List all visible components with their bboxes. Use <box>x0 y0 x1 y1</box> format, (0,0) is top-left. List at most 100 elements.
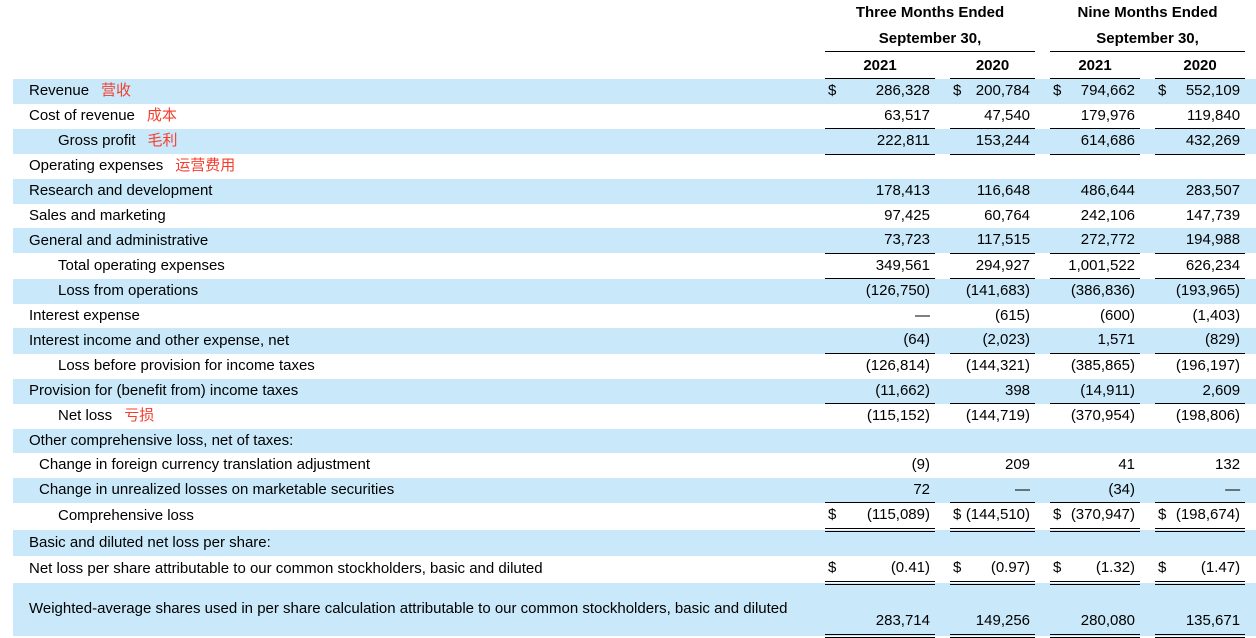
column-gap <box>1245 78 1256 104</box>
left-margin <box>0 529 13 557</box>
left-margin <box>0 179 13 204</box>
column-gap <box>1245 328 1256 354</box>
left-margin <box>0 503 13 530</box>
value-cell <box>950 529 1036 557</box>
row-label-cell: Basic and diluted net loss per share: <box>13 529 825 557</box>
column-gap <box>1140 529 1156 557</box>
cell-value: 209 <box>1005 456 1031 474</box>
cell-value: 283,714 <box>875 612 930 630</box>
column-gap <box>1035 179 1051 204</box>
value-cell: $200,784 <box>950 78 1036 104</box>
column-gap <box>1035 328 1051 354</box>
row-label: Provision for (benefit from) income taxe… <box>29 381 299 399</box>
cell-value: 398 <box>1005 381 1031 399</box>
column-gap <box>1245 477 1256 503</box>
value-cell: 432,269 <box>1155 128 1246 155</box>
left-margin <box>0 78 13 104</box>
header-spacer <box>0 0 825 25</box>
cell-value: (385,865) <box>1070 357 1136 375</box>
year-header: 2021 <box>1050 51 1141 79</box>
row-label-cell: Sales and marketing <box>13 204 825 229</box>
value-cell: (144,321) <box>950 354 1035 379</box>
cell-value: (9) <box>911 456 930 474</box>
column-gap <box>1245 278 1256 304</box>
value-cell: 272,772 <box>1050 228 1141 254</box>
cell-value: (115,152) <box>866 407 930 425</box>
column-gap <box>1245 529 1256 557</box>
cell-value: 73,723 <box>884 231 930 249</box>
table-row: General and administrative 73,723 117,515 2… <box>0 228 1256 254</box>
column-gap <box>1140 428 1156 454</box>
dollar-sign: $ <box>1053 506 1062 524</box>
cell-value: (126,814) <box>865 357 930 375</box>
value-cell: (11,662) <box>825 378 935 405</box>
row-label-cell: Gross profit 毛利 <box>13 128 825 155</box>
chinese-annotation: 成本 <box>146 106 177 124</box>
cell-value: — <box>1015 480 1031 498</box>
table-row: Gross profit 毛利 222,811 153,244 614,686 432,2… <box>0 128 1256 155</box>
left-margin <box>0 354 13 379</box>
value-cell <box>825 529 935 557</box>
left-margin <box>0 228 13 254</box>
cell-value: 1,001,522 <box>1068 256 1136 274</box>
cell-value: 179,976 <box>1080 106 1136 124</box>
cell-value: 626,234 <box>1185 256 1241 274</box>
cell-value: (1,403) <box>1192 306 1241 324</box>
cell-value: (198,806) <box>1175 407 1241 425</box>
cell-value: 432,269 <box>1185 132 1241 150</box>
cell-value: (386,836) <box>1070 282 1136 300</box>
value-cell: 194,988 <box>1155 228 1246 254</box>
column-gap <box>1245 128 1256 155</box>
column-gap <box>1140 204 1155 229</box>
value-cell: (64) <box>825 328 935 355</box>
dollar-sign: $ <box>953 506 962 524</box>
cell-value: 552,109 <box>1185 82 1241 99</box>
column-gap <box>1140 582 1156 636</box>
value-cell: 486,644 <box>1050 179 1141 204</box>
chinese-annotation: 毛利 <box>147 132 178 150</box>
dollar-sign: $ <box>1053 82 1062 99</box>
cell-value: 132 <box>1215 456 1241 474</box>
value-cell: — <box>1155 477 1246 504</box>
left-margin <box>0 104 13 129</box>
row-label-cell: Cost of revenue 成本 <box>13 104 825 129</box>
row-label-cell: Revenue 营收 <box>13 78 825 104</box>
cell-value: 135,671 <box>1185 612 1241 630</box>
cell-value: 178,413 <box>875 182 930 200</box>
column-gap <box>1245 253 1256 279</box>
column-gap <box>1035 529 1051 557</box>
row-label: Total operating expenses <box>58 256 225 274</box>
column-gap <box>1140 354 1155 379</box>
cell-value: (2,023) <box>982 331 1031 349</box>
value-cell: 119,840 <box>1155 103 1246 130</box>
column-gap <box>1140 556 1155 583</box>
value-cell: 132 <box>1155 453 1245 478</box>
column-gap <box>1035 278 1051 304</box>
table-row: Total operating expenses 349,561 294,927 1,… <box>0 253 1256 280</box>
row-label: Weighted-average shares used in per shar… <box>29 600 788 618</box>
value-cell: $ (0.41) <box>825 556 935 585</box>
row-label: Cost of revenue <box>29 106 135 124</box>
table-row: Interest income and other expense, net (6… <box>0 328 1256 355</box>
col-group-subtitle-2: September 30, <box>1050 25 1246 52</box>
table-row: Comprehensive loss $ (115,089) $ (144,510) $(… <box>0 502 1256 532</box>
column-gap <box>1035 204 1050 229</box>
column-gap <box>935 154 950 179</box>
dollar-sign: $ <box>828 82 837 99</box>
value-cell: (9) <box>825 453 935 478</box>
column-gap <box>935 278 950 304</box>
column-gap <box>1035 503 1050 530</box>
value-cell: 149,256 <box>950 582 1036 638</box>
row-label-cell: General and administrative <box>13 228 825 254</box>
value-cell: (600) <box>1050 304 1140 329</box>
column-gap <box>1140 128 1156 155</box>
row-label-cell: Net loss per share attributable to our c… <box>13 556 825 583</box>
column-gap <box>935 78 950 104</box>
table-row: Provision for (benefit from) income taxe… <box>0 378 1256 405</box>
row-label-cell: Change in foreign currency translation a… <box>13 453 825 478</box>
column-gap <box>935 582 950 636</box>
table-row: Net loss per share attributable to our c… <box>0 556 1256 585</box>
value-cell: (370,954) <box>1050 404 1140 429</box>
column-gap <box>935 104 950 129</box>
value-cell: 60,764 <box>950 204 1035 229</box>
